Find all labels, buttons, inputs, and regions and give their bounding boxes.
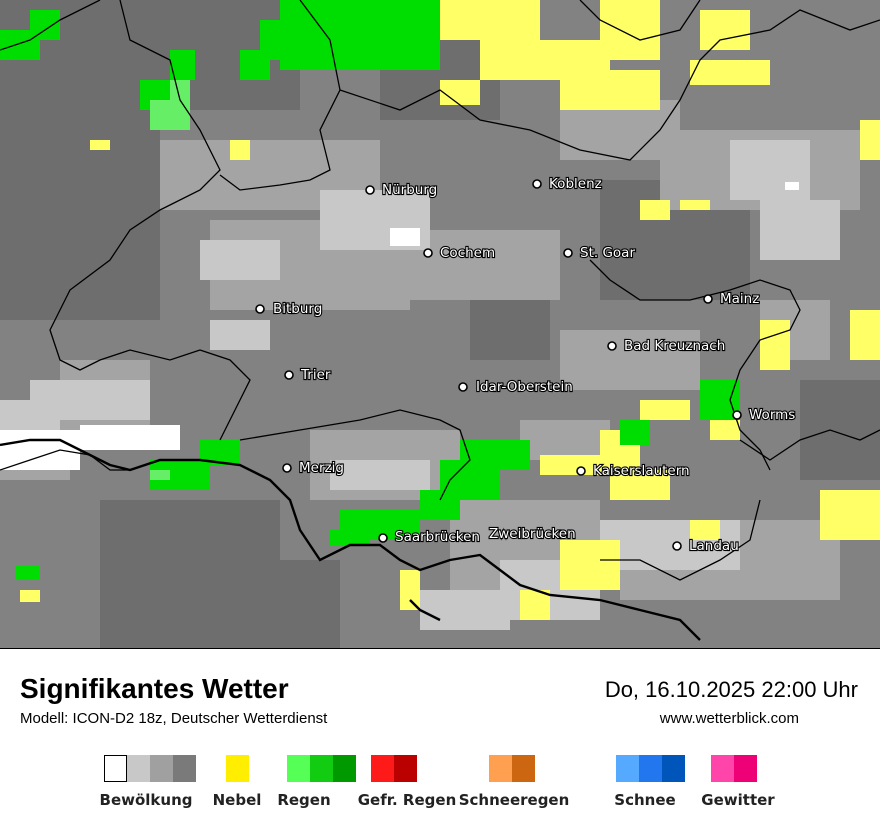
city-label: Merzig <box>299 460 344 476</box>
legend-swatch <box>287 755 310 782</box>
city-markers: Nürburg Koblenz Cochem St. Goar Mainz Bi… <box>255 175 796 555</box>
cloud-white-areas <box>0 182 799 470</box>
city-dot <box>672 541 682 551</box>
city-marker-trier: Trier <box>284 366 332 384</box>
legend-swatch <box>394 755 417 782</box>
city-dot <box>458 382 468 392</box>
legend-swatches <box>616 755 685 782</box>
city-label: St. Goar <box>580 245 635 261</box>
region-borders <box>0 0 880 581</box>
legend-swatches <box>226 755 249 782</box>
city-dot <box>378 533 388 543</box>
city-marker-nuerburg: Nürburg <box>365 181 438 199</box>
city-label: Mainz <box>720 291 759 307</box>
city-marker-kaiserslautern: Kaiserslautern <box>576 462 691 480</box>
city-label: Koblenz <box>549 176 602 192</box>
city-dot <box>732 410 742 420</box>
legend-item-regen: Regen <box>277 755 356 809</box>
city-dot <box>563 248 573 258</box>
city-dot <box>255 304 265 314</box>
city-marker-st-goar: St. Goar <box>563 244 637 262</box>
city-label: Bad Kreuznach <box>624 338 725 354</box>
legend-swatches <box>711 755 757 782</box>
legend-swatches <box>489 755 535 782</box>
forecast-datetime: Do, 16.10.2025 22:00 Uhr <box>604 677 858 702</box>
city-marker-bad-kreuznach: Bad Kreuznach <box>607 337 726 355</box>
legend-swatch <box>662 755 685 782</box>
legend-item-nebel: Nebel <box>213 755 261 809</box>
legend-label: Gewitter <box>701 791 775 809</box>
city-label: Bitburg <box>273 301 322 317</box>
city-dot <box>703 294 713 304</box>
legend-item-gewitter: Gewitter <box>701 755 775 809</box>
city-dot <box>282 463 292 473</box>
country-borders <box>0 438 701 641</box>
city-label: Idar-Oberstein <box>476 379 573 395</box>
map-title: Signifikantes Wetter <box>20 673 289 704</box>
legend-swatch <box>616 755 639 782</box>
city-label: Nürburg <box>382 182 437 198</box>
city-label: Saarbrücken <box>395 529 480 545</box>
city-label: Trier <box>300 367 331 383</box>
legend-label: Gefr. Regen <box>357 791 457 809</box>
city-marker-saarbruecken: Saarbrücken <box>378 528 481 546</box>
legend-swatch <box>173 755 196 782</box>
legend-swatch <box>226 755 249 782</box>
legend-swatches <box>104 755 196 782</box>
city-dot <box>423 248 433 258</box>
city-label: Landau <box>689 538 739 554</box>
city-marker-koblenz: Koblenz <box>532 175 603 193</box>
model-subtitle: Modell: ICON-D2 18z, Deutscher Wetterdie… <box>20 710 328 727</box>
legend-swatch <box>371 755 394 782</box>
legend-label: Bewölkung <box>99 791 193 809</box>
legend-item-bewoelkung: Bewölkung <box>100 755 196 809</box>
legend-swatch <box>734 755 757 782</box>
city-marker-landau: Landau <box>672 537 740 555</box>
legend-swatch <box>333 755 356 782</box>
city-marker-zweibruecken: Zweibrücken <box>488 525 577 543</box>
city-label: Zweibrücken <box>489 526 576 542</box>
city-marker-idar-oberstein: Idar-Oberstein <box>458 378 574 396</box>
website-link[interactable]: www.wetterblick.com <box>659 710 799 727</box>
legend-swatch <box>639 755 662 782</box>
city-marker-cochem: Cochem <box>423 244 496 262</box>
legend-label: Nebel <box>212 791 262 809</box>
city-dot <box>365 185 375 195</box>
legend-swatch <box>711 755 734 782</box>
weather-map: Nürburg Koblenz Cochem St. Goar Mainz Bi… <box>0 0 880 649</box>
legend-swatch <box>150 755 173 782</box>
legend-swatch <box>104 755 127 782</box>
city-dot <box>532 179 542 189</box>
legend-item-schnee: Schnee <box>614 755 685 809</box>
legend-label: Schnee <box>614 791 676 809</box>
city-dot <box>607 341 617 351</box>
map-footer: Signifikantes Wetter Modell: ICON-D2 18z… <box>0 649 880 830</box>
weather-map-canvas: Nürburg Koblenz Cochem St. Goar Mainz Bi… <box>0 0 880 648</box>
legend-item-schneeregen: Schneeregen <box>459 755 569 809</box>
legend-label: Schneeregen <box>458 791 570 809</box>
city-marker-worms: Worms <box>732 406 796 424</box>
fog-areas <box>20 0 880 620</box>
legend-item-gefr-regen: Gefr. Regen <box>358 755 456 809</box>
legend-swatch <box>489 755 512 782</box>
legend-swatches <box>287 755 356 782</box>
legend-swatches <box>371 755 417 782</box>
city-marker-bitburg: Bitburg <box>255 300 323 318</box>
legend-swatch <box>310 755 333 782</box>
city-marker-mainz: Mainz <box>703 290 760 308</box>
city-label: Worms <box>749 407 795 423</box>
legend-swatch <box>512 755 535 782</box>
rain-areas <box>0 0 740 580</box>
city-marker-merzig: Merzig <box>282 459 345 477</box>
legend-swatch <box>127 755 150 782</box>
city-label: Cochem <box>440 245 495 261</box>
legend-label: Regen <box>277 791 331 809</box>
city-label: Kaiserslautern <box>593 463 690 479</box>
city-dot <box>284 370 294 380</box>
city-dot <box>576 466 586 476</box>
